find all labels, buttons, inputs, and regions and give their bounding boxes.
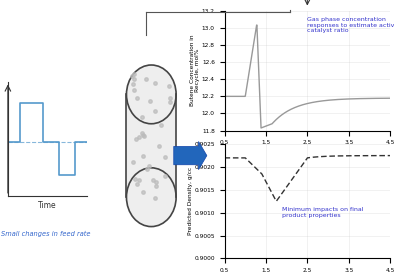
FancyBboxPatch shape bbox=[126, 94, 176, 197]
Ellipse shape bbox=[126, 65, 176, 124]
Text: Gas phase concentration
responses to estimate active
catalyst ratio: Gas phase concentration responses to est… bbox=[307, 17, 394, 33]
X-axis label: Time, h: Time, h bbox=[294, 151, 320, 157]
Y-axis label: Butene Concentration in
Recycle, mol%: Butene Concentration in Recycle, mol% bbox=[190, 35, 201, 106]
Text: Small changes in feed rate: Small changes in feed rate bbox=[0, 231, 90, 237]
FancyArrow shape bbox=[174, 141, 207, 170]
Ellipse shape bbox=[126, 168, 176, 227]
Text: Minimum impacts on final
product properties: Minimum impacts on final product propert… bbox=[282, 207, 364, 218]
Y-axis label: Predicted Density, g/cc: Predicted Density, g/cc bbox=[188, 167, 193, 235]
Y-axis label: Feed rate: Feed rate bbox=[0, 120, 2, 157]
X-axis label: Time: Time bbox=[38, 201, 57, 211]
